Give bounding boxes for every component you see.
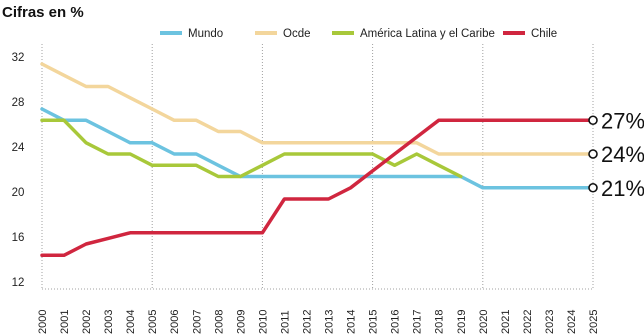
legend-label: Chile bbox=[531, 28, 557, 40]
x-tick-label: 2001 bbox=[59, 310, 71, 334]
x-tick-label: 2025 bbox=[588, 310, 600, 334]
x-tick-label: 2003 bbox=[103, 310, 115, 334]
x-tick-label: 2004 bbox=[125, 310, 137, 334]
x-tick-label: 2000 bbox=[37, 310, 49, 334]
x-tick-label: 2002 bbox=[81, 310, 93, 334]
legend: Mundo Ocde América Latina y el Caribe Chile bbox=[160, 28, 557, 40]
x-tick-label: 2009 bbox=[235, 310, 247, 334]
x-tick-label: 2013 bbox=[324, 310, 336, 334]
x-axis: 2000 2001 2002 2003 2004 2005 2006 2007 2008 2009… bbox=[37, 310, 600, 334]
x-tick-label: 2010 bbox=[257, 310, 269, 334]
legend-label: Ocde bbox=[283, 28, 311, 40]
x-tick-label: 2018 bbox=[434, 310, 446, 334]
y-tick-label: 32 bbox=[12, 52, 25, 64]
x-tick-label: 2015 bbox=[368, 310, 380, 334]
end-labels: 27% 24% 21% bbox=[588, 108, 644, 201]
x-tick-label: 2012 bbox=[301, 310, 313, 334]
end-marker bbox=[588, 115, 598, 126]
end-value-label: 21% bbox=[601, 176, 644, 201]
chart-title: Cifras en % bbox=[2, 4, 84, 21]
y-tick-label: 24 bbox=[12, 142, 25, 154]
end-value-label: 24% bbox=[601, 142, 644, 167]
series-line bbox=[40, 107, 595, 190]
x-tick-label: 2021 bbox=[500, 310, 512, 334]
x-tick-label: 2011 bbox=[279, 310, 291, 334]
x-tick-label: 2023 bbox=[544, 310, 556, 334]
x-tick-label: 2019 bbox=[456, 310, 468, 334]
x-tick-label: 2014 bbox=[346, 310, 358, 334]
x-tick-label: 2024 bbox=[566, 310, 578, 334]
end-marker bbox=[588, 182, 598, 193]
y-tick-label: 28 bbox=[12, 97, 25, 109]
legend-label: Mundo bbox=[188, 28, 223, 40]
y-tick-label: 16 bbox=[12, 232, 25, 244]
x-tick-label: 2005 bbox=[147, 310, 159, 334]
series-line bbox=[40, 118, 595, 258]
series-lines bbox=[40, 62, 595, 258]
x-tick-label: 2006 bbox=[169, 310, 181, 334]
x-tick-label: 2008 bbox=[213, 310, 225, 334]
end-marker bbox=[588, 149, 598, 159]
legend-label: América Latina y el Caribe bbox=[360, 28, 495, 40]
x-tick-label: 2020 bbox=[478, 310, 490, 334]
x-tick-label: 2022 bbox=[522, 310, 534, 334]
y-tick-label: 12 bbox=[12, 277, 25, 289]
x-tick-label: 2017 bbox=[412, 310, 424, 334]
end-value-label: 27% bbox=[601, 108, 644, 133]
y-axis: 12 16 20 24 28 32 bbox=[12, 52, 25, 289]
series-line bbox=[40, 62, 595, 156]
x-tick-label: 2016 bbox=[390, 310, 402, 334]
x-tick-label: 2007 bbox=[191, 310, 203, 334]
grid bbox=[41, 44, 594, 290]
series-line bbox=[40, 118, 463, 179]
y-tick-label: 20 bbox=[12, 187, 25, 199]
